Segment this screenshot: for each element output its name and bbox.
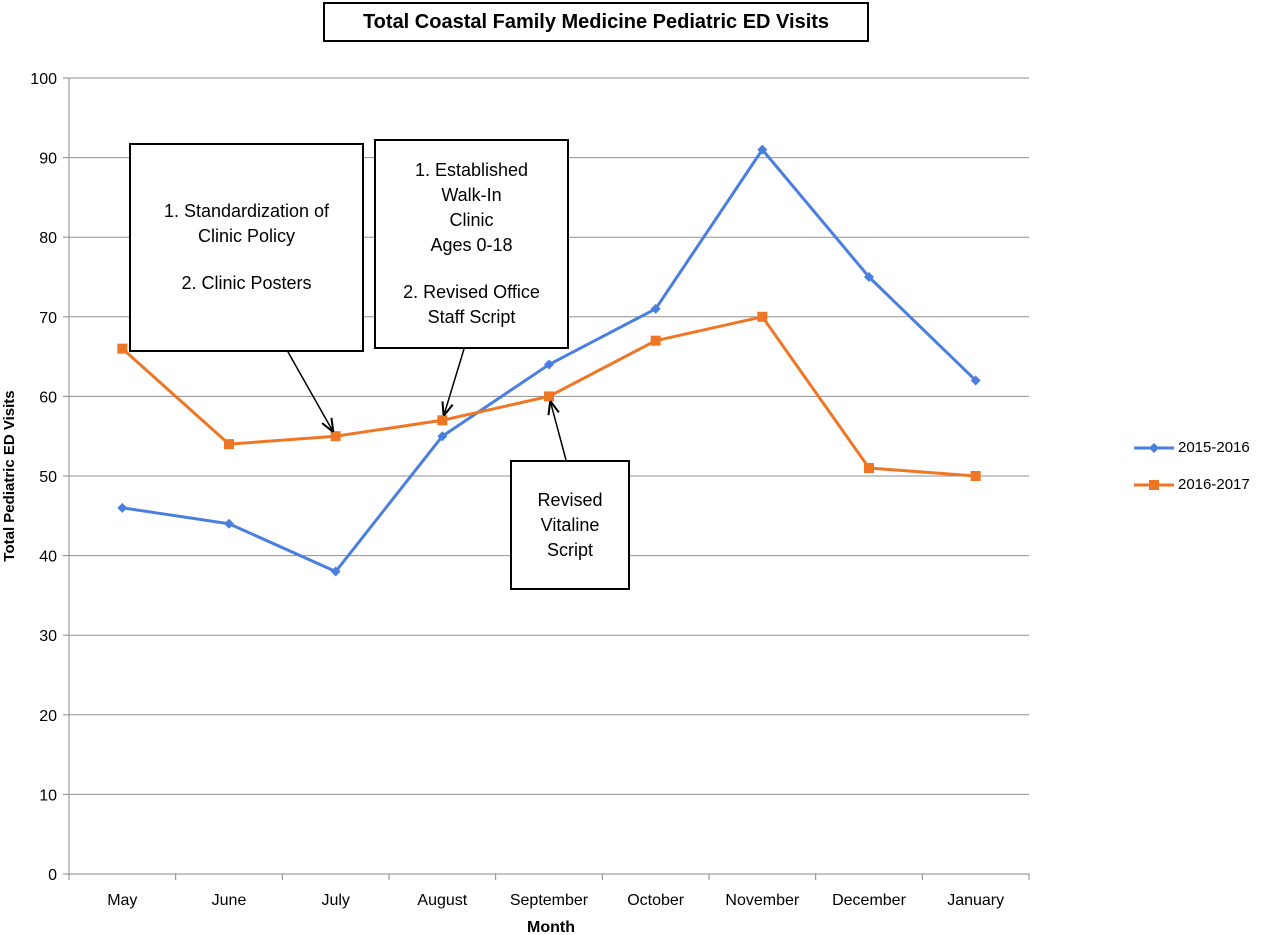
annotation-arrows (287, 348, 567, 461)
annotation-box-walk-in: 1. Established Walk-In Clinic Ages 0-18 2. R… (374, 139, 569, 349)
y-tick-label: 50 (39, 469, 57, 486)
y-tick-label: 40 (39, 549, 57, 566)
chart-title: Total Coastal Family Medicine Pediatric … (323, 2, 869, 42)
annotation-arrow (287, 351, 333, 431)
legend-marker-diamond-icon (1134, 442, 1174, 453)
data-point (117, 343, 128, 354)
x-tick-label: June (212, 892, 247, 909)
data-point (437, 415, 448, 426)
data-point (650, 303, 661, 314)
x-tick-label: July (321, 892, 349, 909)
x-axis-ticks: May June July August September October Novembe… (68, 874, 1030, 909)
legend-marker-square-icon (1134, 479, 1174, 490)
annotation-line: Revised (537, 489, 603, 510)
annotation-arrow (444, 348, 465, 415)
annotation-line: Staff Script (427, 307, 516, 327)
data-point (117, 502, 128, 513)
annotation-line: 2. Clinic Posters (181, 273, 312, 293)
annotation-line: Script (546, 539, 593, 560)
y-axis-ticks: 0 10 20 30 40 50 60 70 80 90 100 (30, 71, 69, 884)
y-tick-label: 20 (39, 708, 57, 725)
data-point (757, 311, 768, 322)
data-point (544, 359, 554, 370)
y-tick-label: 90 (39, 151, 57, 168)
series-2016-2017 (117, 311, 981, 481)
data-point (544, 391, 554, 402)
annotation-box-policy: 1. Standardization of Clinic Policy 2. Cli… (129, 143, 364, 352)
x-tick-label: September (510, 892, 589, 909)
data-point (864, 272, 874, 282)
annotation-line: 2. Revised Office (403, 282, 540, 302)
annotation-box-vitaline: Revised Vitaline Script (510, 460, 630, 590)
y-tick-label: 80 (39, 230, 57, 247)
data-point (224, 518, 234, 529)
legend-label: 2016-2017 (1178, 476, 1250, 493)
series-lines (117, 144, 981, 577)
annotation-line: 1. Established (414, 160, 529, 180)
y-tick-label: 10 (39, 787, 57, 804)
x-tick-label: November (725, 892, 799, 909)
data-point (864, 463, 874, 474)
x-tick-label: January (947, 892, 1004, 909)
annotation-arrow (551, 402, 567, 461)
data-point (437, 431, 448, 442)
annotation-line: Ages 0-18 (430, 235, 513, 255)
data-point (330, 431, 341, 442)
annotation-line: 1. Standardization of (163, 201, 330, 221)
annotation-line: Clinic (449, 210, 494, 230)
x-tick-label: May (107, 892, 137, 909)
y-tick-label: 30 (39, 628, 57, 645)
y-tick-label: 0 (48, 867, 57, 884)
annotation-line: Walk-In (441, 185, 502, 205)
data-point (757, 144, 768, 155)
data-point (650, 335, 661, 346)
y-tick-label: 60 (39, 389, 57, 406)
annotation-line: Clinic Policy (197, 226, 296, 246)
x-tick-label: October (627, 892, 685, 909)
x-tick-label: August (417, 892, 467, 909)
series-2015-2016 (117, 144, 981, 577)
data-point (970, 375, 981, 386)
data-point (330, 566, 341, 577)
y-tick-label: 100 (30, 71, 57, 88)
annotation-line: Vitaline (540, 514, 600, 535)
legend-label: 2015-2016 (1178, 439, 1250, 456)
x-tick-label: December (832, 892, 906, 909)
data-point (970, 471, 981, 481)
legend-item-2016-2017: 2016-2017 (1134, 476, 1250, 493)
legend-item-2015-2016: 2015-2016 (1134, 439, 1250, 456)
y-tick-label: 70 (39, 310, 57, 327)
y-axis-label: Total Pediatric ED Visits (1, 390, 18, 561)
x-axis-label: Month (527, 919, 575, 935)
data-point (224, 439, 234, 450)
